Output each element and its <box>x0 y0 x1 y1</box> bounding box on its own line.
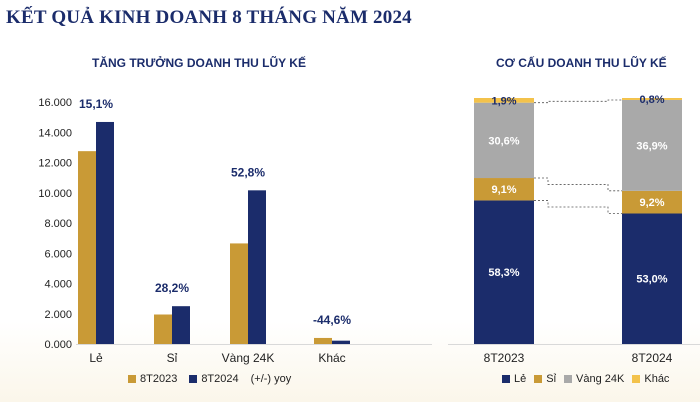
stack-segment-khac-8t2024 <box>622 98 682 100</box>
stack-segment-le-8t2024 <box>622 213 682 344</box>
y-tick-label: 16.000 <box>38 97 72 109</box>
stack-segment-le-8t2023 <box>474 200 534 344</box>
stack-label-khac-8t2023: 1,9% <box>491 95 516 107</box>
y-tick-label: 4.000 <box>44 279 72 291</box>
legend-item-8t2024: 8T2024 <box>189 373 239 385</box>
bar-8t2023-khac <box>314 337 332 344</box>
legend-swatch-khac <box>632 375 641 383</box>
y-tick-label: 14.000 <box>38 127 72 139</box>
stack-segment-si-8t2024 <box>622 190 682 214</box>
stack-segment-khac-8t2023 <box>474 98 534 103</box>
legend-swatch-8t2024 <box>189 375 198 383</box>
bar-8t2023-le <box>78 151 96 344</box>
yoy-label-vang-24k: 52,8% <box>231 165 265 179</box>
stack-label-le-8t2023: 58,3% <box>488 267 519 279</box>
stack-label-khac-8t2024: 0,8% <box>639 94 664 106</box>
y-tick-label: 10.000 <box>38 188 72 200</box>
legend-item-8t2023: 8T2023 <box>128 373 177 385</box>
legend-label-si: Sỉ <box>546 373 557 385</box>
legend-label-khac: Khác <box>644 373 670 385</box>
bar-8t2024-si <box>172 306 190 344</box>
y-tick-label: 12.000 <box>38 158 72 170</box>
legend-swatch-8t2023 <box>128 375 136 383</box>
stack-segment-vang-24k-8t2024 <box>622 99 682 191</box>
legend-item-vang24k: Vàng 24K <box>564 373 624 385</box>
bar-8t2024-khac <box>332 340 350 344</box>
legend-label-le: Lẻ <box>514 373 527 385</box>
stack-label-si-8t2023: 9,1% <box>491 184 516 196</box>
yoy-label-khac: -44,6% <box>313 313 351 327</box>
legend-item-si: Sỉ <box>534 373 556 385</box>
stack-segment-vang-24k-8t2023 <box>474 102 534 179</box>
left-chart-title: TĂNG TRƯỞNG DOANH THU LŨY KẾ <box>92 56 306 70</box>
page-title: KẾT QUẢ KINH DOANH 8 THÁNG NĂM 2024 <box>6 7 412 28</box>
left-legend: 8T2023 8T2024 (+/-) yoy <box>128 373 303 385</box>
legend-swatch-vang24k <box>564 375 573 383</box>
legend-label-vang24k: Vàng 24K <box>576 373 625 385</box>
stack-label-le-8t2024: 53,0% <box>636 274 667 286</box>
connector-line <box>534 99 622 104</box>
bar-8t2024-le <box>96 121 114 344</box>
connector-line <box>534 177 622 192</box>
bar-8t2024-vang-24k <box>248 190 266 344</box>
right-legend: Lẻ Sỉ Vàng 24K Khác <box>502 373 669 385</box>
stack-label-si-8t2024: 9,2% <box>639 197 664 209</box>
bar-8t2023-vang-24k <box>230 243 248 344</box>
legend-label-yoy: (+/-) yoy <box>250 373 292 385</box>
connector-line <box>534 200 622 214</box>
y-tick-label: 6.000 <box>44 248 72 260</box>
right-chart-title: CƠ CẤU DOANH THU LŨY KẾ <box>496 56 667 70</box>
stack-segment-si-8t2023 <box>474 178 534 201</box>
legend-item-le: Lẻ <box>502 373 526 385</box>
x-category-label-le: Lẻ <box>89 351 103 365</box>
x-category-label-8t2024: 8T2024 <box>632 351 673 365</box>
legend-swatch-si <box>534 375 543 383</box>
y-tick-label: 8.000 <box>44 218 72 230</box>
legend-label-8t2024: 8T2024 <box>201 373 239 385</box>
legend-swatch-le <box>502 375 510 383</box>
x-category-label-si: Sỉ <box>167 351 178 365</box>
legend-label-8t2023: 8T2023 <box>140 373 178 385</box>
bar-8t2023-si <box>154 314 172 344</box>
y-tick-label: 0.000 <box>44 339 72 351</box>
x-category-label-8t2023: 8T2023 <box>484 351 525 365</box>
y-tick-label: 2.000 <box>44 309 72 321</box>
yoy-label-si: 28,2% <box>155 281 189 295</box>
yoy-label-le: 15,1% <box>79 97 113 111</box>
x-category-label-khac: Khác <box>318 351 345 365</box>
legend-item-khac: Khác <box>632 373 669 385</box>
x-category-label-vang-24k: Vàng 24K <box>222 351 275 365</box>
stack-label-vang-24k-8t2024: 36,9% <box>636 140 667 152</box>
stack-label-vang-24k-8t2023: 30,6% <box>488 135 519 147</box>
legend-item-yoy: (+/-) yoy <box>251 373 292 385</box>
